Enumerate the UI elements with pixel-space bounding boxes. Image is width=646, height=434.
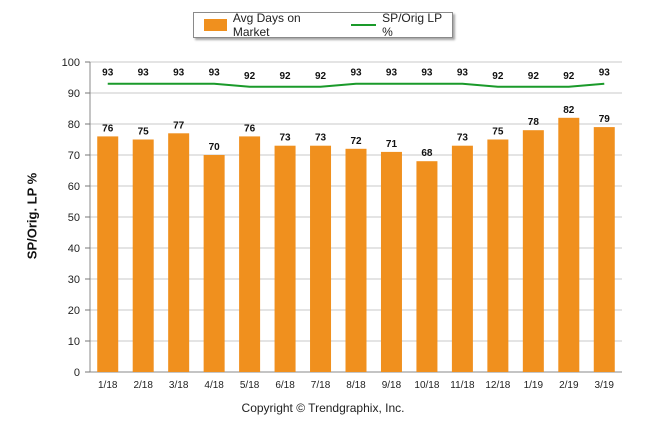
series-line — [107, 82, 605, 88]
line-data-label: 93 — [102, 68, 114, 79]
legend-line-swatch — [351, 24, 377, 26]
line-data-label: 93 — [138, 68, 150, 79]
x-tick-label: 3/18 — [169, 380, 189, 391]
line-data-label: 92 — [244, 71, 256, 82]
x-tick-label: 8/18 — [346, 380, 366, 391]
legend: Avg Days on Market SP/Orig LP % — [193, 11, 453, 39]
bar — [168, 133, 190, 372]
x-tick-label: 11/18 — [450, 380, 475, 391]
y-axis-ticks: 0 10 20 30 40 50 60 70 80 90 100 — [62, 57, 90, 379]
x-tick-label: 12/18 — [485, 380, 510, 391]
y-tick-label: 80 — [68, 119, 80, 131]
legend-item-bar: Avg Days on Market — [194, 11, 335, 39]
bar — [132, 139, 154, 372]
bar-data-label: 76 — [244, 123, 256, 134]
bar-data-label: 79 — [599, 114, 611, 125]
copyright-footer: Copyright © Trendgraphix, Inc. — [241, 401, 405, 415]
x-tick-label: 4/18 — [204, 380, 224, 391]
bar — [203, 155, 225, 372]
line-data-label: 92 — [563, 71, 575, 82]
x-axis-ticks: 1/18 2/18 3/18 4/18 5/18 6/18 7/18 8/18 9/18 10/1… — [98, 380, 614, 391]
line-data-label: 92 — [528, 71, 540, 82]
line-data-label: 93 — [421, 68, 433, 79]
bar — [274, 145, 296, 372]
line-data-label: 92 — [280, 71, 292, 82]
line-data-label: 93 — [386, 68, 398, 79]
x-tick-label: 2/18 — [133, 380, 153, 391]
x-tick-label: 7/18 — [311, 380, 331, 391]
y-axis-label: SP/Orig. LP % — [24, 172, 40, 260]
x-tick-label: 3/19 — [595, 380, 615, 391]
y-tick-label: 0 — [74, 367, 80, 379]
bar — [380, 151, 402, 372]
y-tick-label: 10 — [68, 336, 80, 348]
bar-data-label: 73 — [280, 133, 292, 144]
bar-series: 76 75 77 70 76 73 73 72 71 68 73 75 78 82 79 — [97, 105, 615, 372]
x-tick-label: 2/19 — [559, 380, 579, 391]
y-tick-label: 20 — [68, 305, 80, 317]
line-data-label: 92 — [315, 71, 327, 82]
bar-data-label: 73 — [457, 133, 469, 144]
line-series: 93 93 93 93 92 92 92 93 93 93 93 92 92 92 93 — [102, 68, 611, 88]
bar-data-label: 75 — [138, 127, 150, 138]
y-tick-label: 50 — [68, 212, 80, 224]
bar-data-label: 68 — [421, 148, 433, 159]
bar — [522, 130, 544, 372]
bar-data-label: 71 — [386, 139, 398, 150]
line-data-label: 93 — [173, 68, 185, 79]
y-tick-label: 40 — [68, 243, 80, 255]
bar — [97, 136, 119, 372]
legend-bar-label: Avg Days on Market — [232, 11, 301, 39]
line-data-label: 93 — [599, 68, 611, 79]
bar-data-label: 72 — [350, 136, 362, 147]
x-tick-label: 5/18 — [240, 380, 260, 391]
line-data-label: 93 — [457, 68, 469, 79]
bar — [345, 148, 367, 372]
x-tick-label: 10/18 — [414, 380, 439, 391]
bar — [310, 145, 332, 372]
bar-data-label: 70 — [209, 142, 221, 153]
x-tick-label: 9/18 — [382, 380, 402, 391]
y-tick-label: 100 — [62, 57, 80, 69]
x-tick-label: 1/19 — [524, 380, 544, 391]
bar-data-label: 78 — [528, 117, 540, 128]
bar-data-label: 76 — [102, 123, 114, 134]
x-tick-label: 1/18 — [98, 380, 118, 391]
y-tick-label: 30 — [68, 274, 80, 286]
bar — [487, 139, 509, 372]
bar-data-label: 82 — [563, 105, 575, 116]
legend-line-label: SP/Orig LP % — [382, 11, 442, 39]
bar-data-label: 73 — [315, 133, 327, 144]
line-data-label: 93 — [350, 68, 362, 79]
bar — [239, 136, 261, 372]
bar-data-label: 77 — [173, 120, 185, 131]
line-data-label: 93 — [209, 68, 221, 79]
bar — [593, 127, 615, 372]
bar — [451, 145, 473, 372]
bar — [416, 161, 438, 372]
legend-item-line: SP/Orig LP % — [335, 11, 452, 39]
y-tick-label: 70 — [68, 150, 80, 162]
y-tick-label: 90 — [68, 88, 80, 100]
bar-data-label: 75 — [492, 127, 504, 138]
y-tick-label: 60 — [68, 181, 80, 193]
bar — [558, 117, 580, 372]
legend-bar-swatch — [204, 19, 227, 31]
x-tick-label: 6/18 — [275, 380, 295, 391]
line-data-label: 92 — [492, 71, 504, 82]
